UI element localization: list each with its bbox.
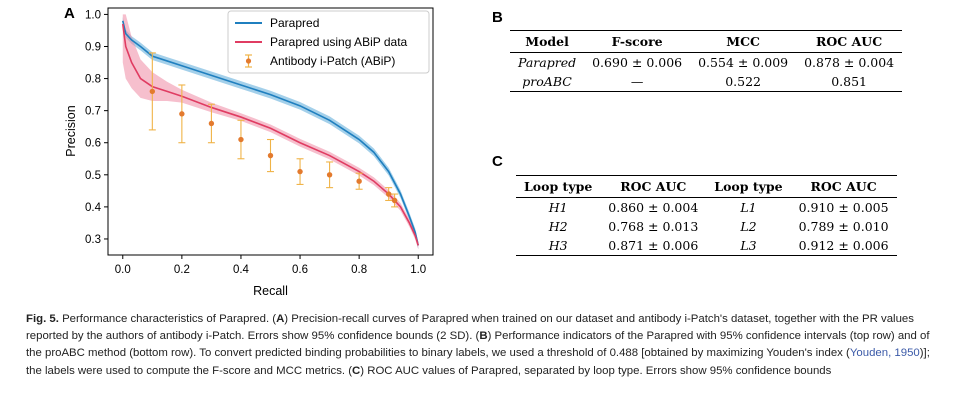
- table-b-header: Model F-score MCC ROC AUC: [510, 30, 903, 53]
- legend-label-parapred: Parapred: [270, 16, 319, 30]
- caption-text: ) ROC AUC values of Parapred, separated …: [360, 364, 832, 377]
- y-tick-label: 0.8: [85, 74, 101, 86]
- caption-panel-ref: C: [352, 364, 361, 377]
- table-cell: L3: [740, 238, 757, 253]
- caption-panel-ref: A: [276, 313, 285, 325]
- table-c: Loop type ROC AUC Loop type ROC AUC H1 0…: [516, 175, 897, 256]
- series-line-1: [121, 23, 419, 246]
- table-cell: 0.912 ± 0.006: [798, 238, 889, 253]
- x-tick-label: 0.8: [351, 264, 367, 276]
- table-cell: Parapred: [518, 55, 577, 70]
- table-cell: —: [630, 74, 644, 89]
- table-cell: 0.851: [831, 74, 867, 89]
- citation-link[interactable]: Youden, 1950: [849, 347, 920, 360]
- y-tick-label: 0.7: [85, 106, 101, 118]
- chart-legend: Parapred Parapred using ABiP data Antibo…: [227, 10, 430, 74]
- precision-recall-chart: 0.0 0.2 0.4 0.6 0.8 1.0 0.3 0.4 0.5 0.6 0.7 0.8 0.9…: [64, 7, 434, 298]
- table-row: proABC — 0.522 0.851: [510, 72, 903, 92]
- table-cell: 0.554 ± 0.009: [698, 55, 789, 70]
- table-cell: 0.768 ± 0.013: [608, 219, 699, 234]
- table-c-header-cell: ROC AUC: [620, 179, 687, 194]
- table-c-header-cell: Loop type: [524, 179, 593, 194]
- data-point: [267, 152, 274, 159]
- y-tick-label: 0.3: [85, 234, 101, 246]
- caption-text: )]; the labels were used to compute the …: [26, 347, 930, 377]
- table-cell: H2: [548, 219, 568, 234]
- data-point: [149, 88, 156, 95]
- table-b: Model F-score MCC ROC AUC Parapred 0.690…: [510, 30, 903, 92]
- table-c-header-cell: ROC AUC: [810, 179, 877, 194]
- data-point: [238, 136, 244, 143]
- data-point: [356, 178, 362, 184]
- table-cell: 0.860 ± 0.004: [608, 200, 699, 215]
- table-b-header-cell: MCC: [726, 34, 760, 49]
- panel-label-b: B: [492, 9, 503, 26]
- table-b-header-cell: F-score: [611, 34, 663, 49]
- table-cell: proABC: [522, 74, 572, 89]
- table-cell: 0.789 ± 0.010: [798, 219, 889, 234]
- y-tick-label: 0.9: [85, 41, 101, 53]
- plot-frame: [107, 7, 434, 256]
- legend-label-abip-data: Parapred using ABiP data: [270, 35, 408, 49]
- data-point: [326, 172, 333, 178]
- table-cell: L2: [740, 219, 757, 234]
- x-tick-label: 1.0: [410, 264, 426, 276]
- table-row: H3 0.871 ± 0.006 L3 0.912 ± 0.006: [516, 236, 897, 256]
- table-cell: 0.690 ± 0.006: [592, 55, 683, 70]
- data-point: [391, 197, 398, 204]
- table-cell: L1: [740, 200, 757, 215]
- table-c-header: Loop type ROC AUC Loop type ROC AUC: [516, 175, 897, 198]
- x-tick-label: 0.2: [174, 264, 190, 276]
- legend-label-ipatch: Antibody i-Patch (ABiP): [270, 54, 395, 68]
- caption-panel-ref: B: [479, 330, 488, 343]
- panel-label-c: C: [492, 153, 503, 170]
- caption-text: ) Performance indicators of the Parapred…: [26, 330, 930, 360]
- data-point: [208, 120, 215, 127]
- panel-label-a: A: [64, 5, 75, 22]
- x-tick-label: 0.0: [115, 264, 131, 276]
- series-band-1: [122, 14, 419, 250]
- series-line-0: [121, 20, 420, 246]
- y-axis-label: Precision: [64, 105, 78, 156]
- table-b-header-cell: ROC AUC: [816, 34, 883, 49]
- figure-label: Fig. 5.: [26, 313, 59, 325]
- x-tick-label: 0.4: [233, 264, 250, 276]
- y-tick-label: 0.6: [85, 138, 101, 150]
- table-row: Parapred 0.690 ± 0.006 0.554 ± 0.009 0.8…: [510, 53, 902, 73]
- table-b-header-cell: Model: [525, 34, 569, 49]
- table-cell: 0.871 ± 0.006: [608, 238, 699, 253]
- y-tick-label: 0.4: [85, 202, 102, 214]
- table-row: H1 0.860 ± 0.004 L1 0.910 ± 0.005: [516, 198, 897, 218]
- table-cell: 0.910 ± 0.005: [798, 200, 889, 215]
- y-tick-label: 1.0: [85, 9, 101, 21]
- caption-text: Performance characteristics of Parapred.…: [58, 313, 277, 325]
- y-tick-label: 0.5: [85, 170, 101, 182]
- data-point: [385, 191, 392, 197]
- legend-swatch-ipatch: [245, 58, 252, 64]
- table-cell: 0.878 ± 0.004: [804, 55, 895, 70]
- table-cell: H3: [548, 238, 568, 253]
- table-row: H2 0.768 ± 0.013 L2 0.789 ± 0.010: [516, 217, 897, 236]
- caption-text: ) Precision-recall curves of Parapred wh…: [26, 313, 914, 343]
- table-cell: 0.522: [725, 74, 761, 89]
- x-tick-label: 0.6: [292, 264, 308, 276]
- table-cell: H1: [548, 200, 568, 215]
- data-point: [297, 168, 303, 175]
- table-c-header-cell: Loop type: [714, 179, 783, 194]
- figure-caption: Fig. 5. Performance characteristics of P…: [26, 311, 934, 380]
- x-axis-label: Recall: [253, 284, 288, 298]
- data-point: [179, 111, 185, 117]
